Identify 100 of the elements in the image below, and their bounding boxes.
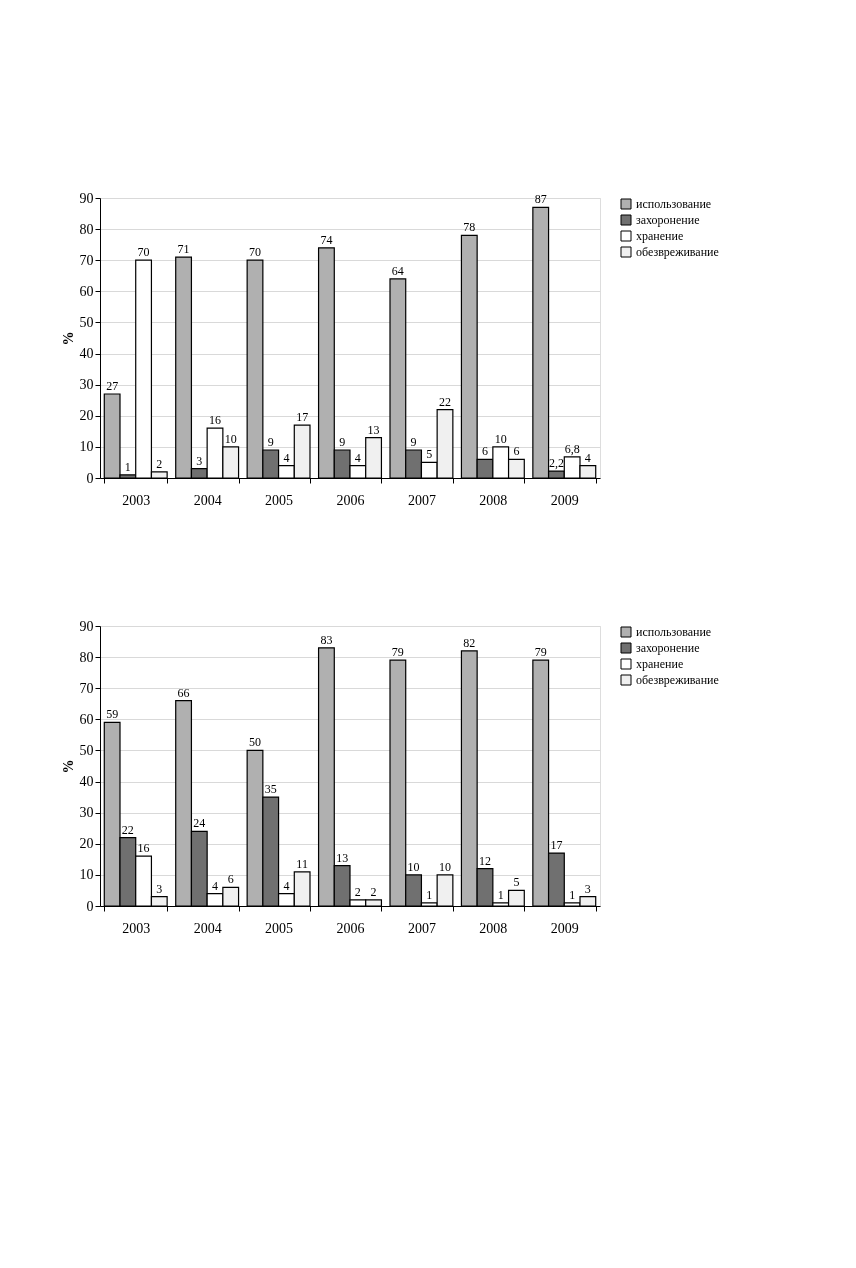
- data-label: 22: [121, 822, 134, 837]
- data-label: 27: [106, 379, 119, 393]
- data-label: 16: [209, 413, 221, 428]
- data-label: 71: [177, 242, 190, 257]
- data-label: 9: [410, 435, 417, 449]
- y-tick-label: 50: [79, 314, 94, 330]
- data-label: 4: [283, 878, 290, 893]
- data-label: 5: [426, 447, 433, 462]
- data-label: 4: [283, 450, 290, 465]
- data-label: 9: [267, 435, 274, 449]
- data-label: 1: [426, 887, 433, 902]
- data-label: 6: [482, 444, 488, 459]
- data-label: 87: [534, 192, 547, 207]
- y-tick-label: 80: [79, 649, 94, 665]
- y-tick-label: 60: [79, 283, 94, 299]
- x-tick-label: 2005: [265, 492, 294, 508]
- data-label: 2: [156, 456, 163, 471]
- x-tick-label: 2006: [336, 920, 365, 936]
- data-label: 9: [339, 435, 346, 449]
- x-tick-label: 2004: [193, 920, 222, 936]
- data-label: 5: [513, 875, 520, 890]
- data-label: 1: [124, 459, 131, 474]
- data-label: 3: [584, 881, 591, 896]
- data-label: 35: [264, 782, 277, 797]
- x-tick-label: 2006: [336, 492, 365, 508]
- data-label: 6,8: [564, 441, 580, 456]
- x-tick-label: 2007: [407, 920, 436, 936]
- data-label: 10: [407, 859, 420, 874]
- data-label: 59: [106, 707, 119, 722]
- y-axis-title: %: [60, 759, 76, 774]
- data-label: 10: [224, 431, 237, 446]
- data-label: 82: [463, 635, 476, 650]
- data-label: 70: [249, 245, 261, 260]
- data-label: 66: [177, 685, 190, 700]
- y-tick-label: 70: [79, 680, 94, 696]
- data-label: 16: [137, 841, 150, 856]
- data-label: 79: [534, 645, 547, 660]
- y-tick-label: 40: [79, 346, 94, 362]
- legend-label: использование: [636, 625, 712, 639]
- y-axis-title: %: [60, 331, 76, 346]
- data-label: 6: [513, 444, 520, 459]
- y-tick-label: 10: [79, 867, 94, 883]
- legend-label: захоронение: [636, 641, 700, 655]
- x-tick-label: 2008: [479, 492, 508, 508]
- x-tick-label: 2005: [265, 920, 294, 936]
- x-tick-label: 2009: [550, 920, 579, 936]
- data-label: 2: [370, 884, 377, 899]
- data-label: 13: [336, 850, 349, 865]
- legend-label: хранение: [636, 657, 684, 671]
- x-tick-label: 2007: [407, 492, 436, 508]
- data-label: 83: [320, 632, 333, 647]
- y-tick-label: 80: [79, 221, 94, 237]
- data-label: 1: [569, 887, 576, 902]
- data-label: 74: [320, 232, 333, 247]
- data-label: 13: [367, 422, 380, 437]
- data-label: 22: [439, 394, 451, 409]
- legend-label: захоронение: [636, 213, 700, 227]
- data-label: 79: [391, 645, 404, 660]
- x-tick-label: 2008: [479, 920, 508, 936]
- y-tick-label: 0: [86, 898, 94, 914]
- data-label: 4: [212, 878, 218, 893]
- y-tick-label: 30: [79, 805, 94, 821]
- data-label: 1: [497, 887, 504, 902]
- y-tick-label: 90: [79, 190, 94, 206]
- data-label: 64: [391, 263, 404, 278]
- data-label: 2: [354, 884, 361, 899]
- x-tick-label: 2009: [550, 492, 579, 508]
- y-tick-label: 30: [79, 377, 94, 393]
- y-tick-label: 60: [79, 711, 94, 727]
- x-tick-label: 2004: [193, 492, 222, 508]
- y-tick-label: 20: [79, 408, 94, 424]
- y-tick-label: 70: [79, 252, 94, 268]
- y-tick-label: 20: [79, 836, 94, 852]
- legend-label: хранение: [636, 229, 684, 243]
- y-tick-label: 50: [79, 742, 94, 758]
- data-label: 2,2: [548, 456, 564, 471]
- y-tick-label: 10: [79, 439, 94, 455]
- y-tick-label: 0: [86, 470, 94, 486]
- legend-label: обезвреживание: [636, 245, 719, 259]
- data-label: 78: [463, 220, 476, 235]
- data-label: 10: [439, 859, 451, 874]
- x-tick-label: 2003: [122, 492, 151, 508]
- data-label: 11: [296, 856, 308, 871]
- data-label: 12: [479, 853, 491, 868]
- data-label: 17: [550, 838, 563, 853]
- legend-label: обезвреживание: [636, 673, 719, 687]
- data-label: 3: [196, 453, 203, 468]
- data-label: 6: [227, 872, 234, 887]
- data-label: 50: [249, 735, 261, 750]
- data-label: 3: [156, 881, 163, 896]
- y-tick-label: 90: [79, 618, 94, 634]
- data-label: 10: [494, 431, 507, 446]
- y-tick-label: 40: [79, 774, 94, 790]
- x-tick-label: 2003: [122, 920, 151, 936]
- data-label: 70: [137, 245, 150, 260]
- data-label: 4: [584, 450, 591, 465]
- legend-label: использование: [636, 197, 712, 211]
- data-label: 4: [354, 450, 361, 465]
- data-label: 17: [296, 410, 309, 425]
- data-label: 24: [193, 816, 206, 831]
